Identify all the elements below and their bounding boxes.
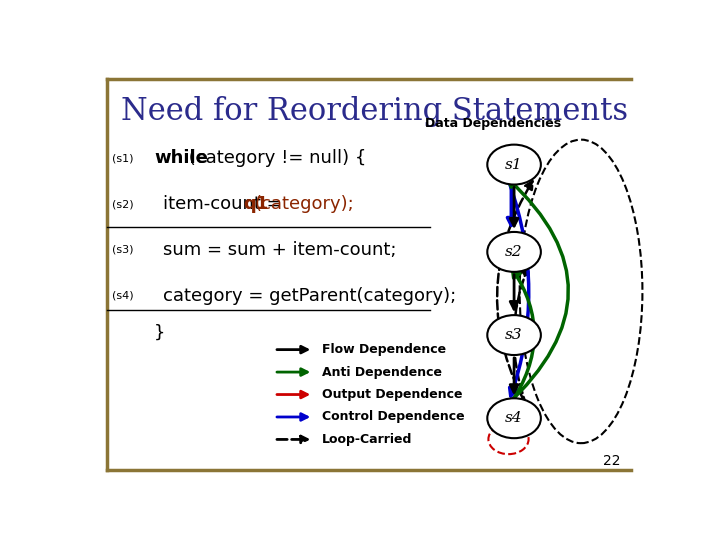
Text: (s1): (s1) bbox=[112, 153, 134, 164]
Text: category = getParent(category);: category = getParent(category); bbox=[163, 287, 456, 305]
Circle shape bbox=[487, 232, 541, 272]
Text: (category);: (category); bbox=[255, 195, 354, 213]
Text: s2: s2 bbox=[505, 245, 523, 259]
Text: (s2): (s2) bbox=[112, 199, 134, 209]
Text: (s4): (s4) bbox=[112, 291, 134, 301]
Text: Data Dependencies: Data Dependencies bbox=[425, 117, 561, 130]
Text: Loop-Carried: Loop-Carried bbox=[322, 433, 412, 446]
Text: Need for Reordering Statements: Need for Reordering Statements bbox=[121, 96, 628, 127]
Text: q1: q1 bbox=[243, 195, 269, 213]
Text: s1: s1 bbox=[505, 158, 523, 172]
Circle shape bbox=[487, 315, 541, 355]
Text: (s3): (s3) bbox=[112, 245, 134, 255]
Text: Output Dependence: Output Dependence bbox=[322, 388, 462, 401]
Text: sum = sum + item-count;: sum = sum + item-count; bbox=[163, 241, 396, 259]
Circle shape bbox=[487, 145, 541, 185]
Text: (category != null) {: (category != null) { bbox=[183, 150, 366, 167]
Text: Flow Dependence: Flow Dependence bbox=[322, 343, 446, 356]
Text: }: } bbox=[154, 324, 166, 342]
Text: Anti Dependence: Anti Dependence bbox=[322, 366, 441, 379]
Text: s3: s3 bbox=[505, 328, 523, 342]
Circle shape bbox=[487, 399, 541, 438]
Text: while: while bbox=[154, 150, 208, 167]
Text: item-count =: item-count = bbox=[163, 195, 287, 213]
Text: s4: s4 bbox=[505, 411, 523, 425]
Text: 22: 22 bbox=[603, 454, 620, 468]
Text: Control Dependence: Control Dependence bbox=[322, 410, 464, 423]
